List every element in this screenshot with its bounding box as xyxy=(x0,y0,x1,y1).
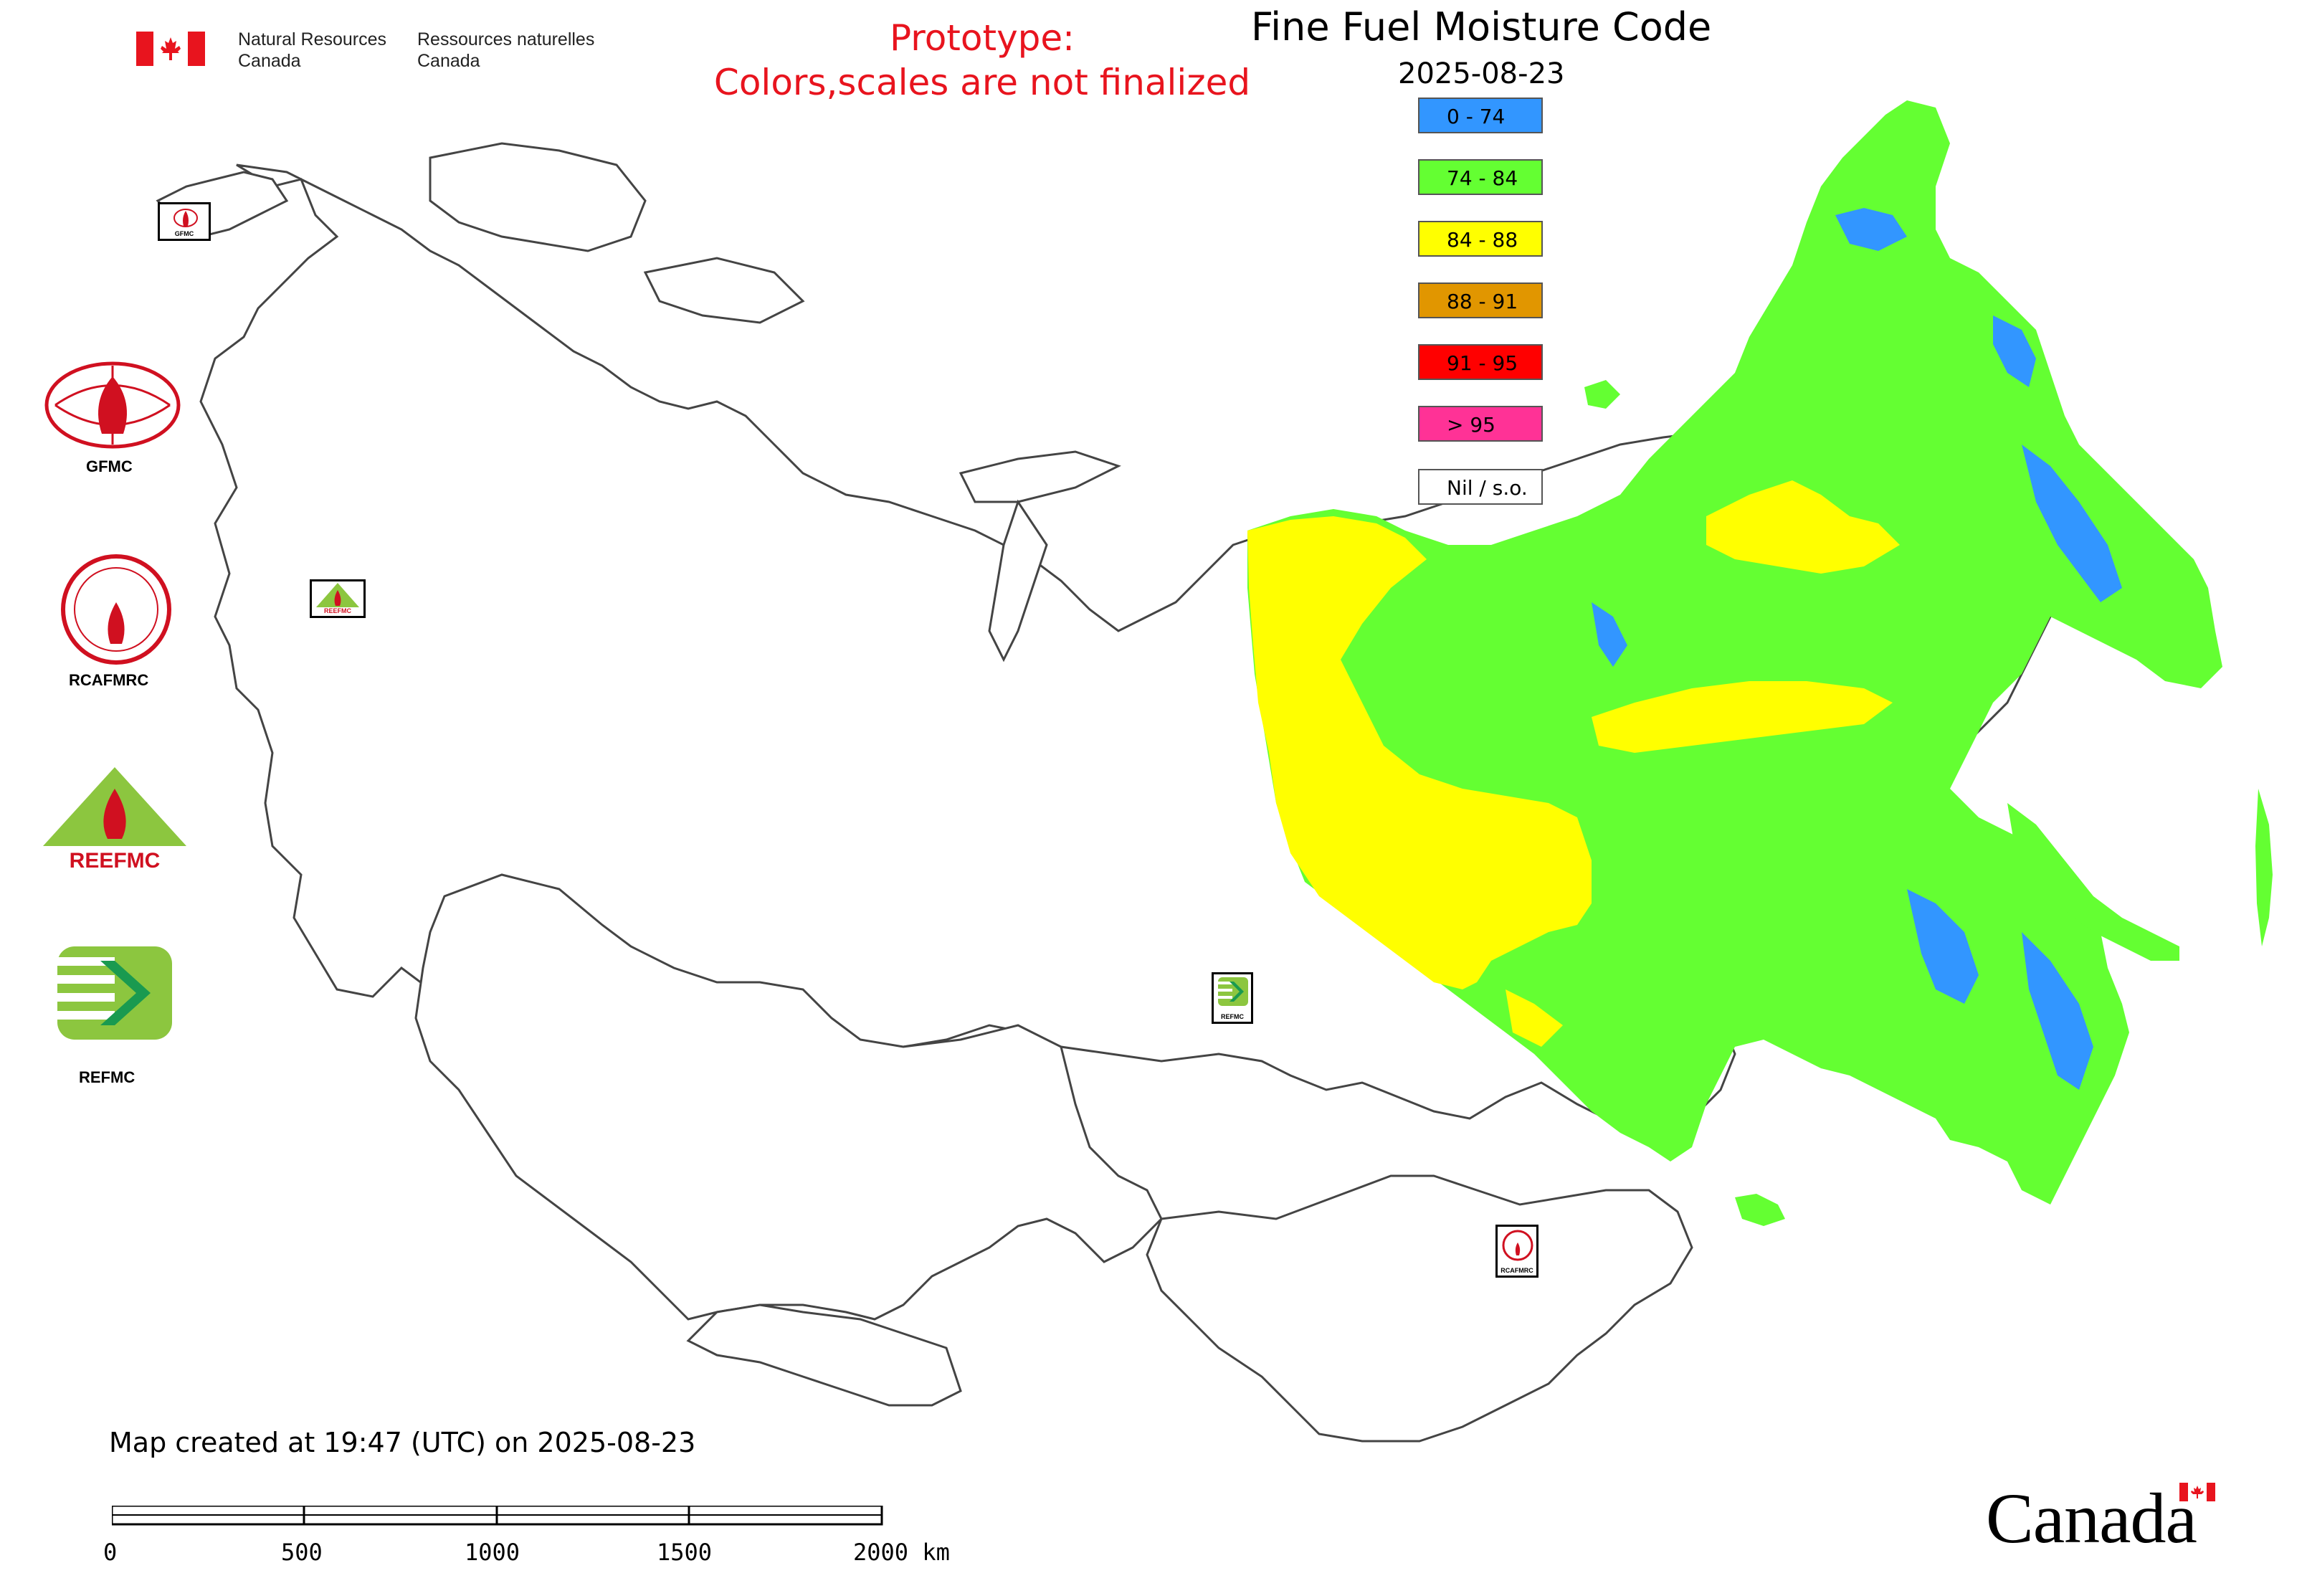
refmc-logo-icon xyxy=(57,946,172,1040)
agency-gfmc: GFMC xyxy=(37,358,188,480)
prototype-notice: Prototype: Colors,scales are not finaliz… xyxy=(674,16,1290,105)
scale-tick-0: 0 xyxy=(103,1539,118,1566)
scale-tick-1: 500 xyxy=(281,1539,323,1566)
agency-reefmc: REEFMC xyxy=(36,767,201,875)
canada-wordmark: Canada xyxy=(1986,1477,2244,1570)
rcafmrc-logo-icon xyxy=(61,554,171,665)
gfmc-logo-icon xyxy=(44,361,181,449)
legend-item-0: 0 - 74 xyxy=(1418,98,1543,133)
agency-rcafmrc-label: RCAFMRC xyxy=(69,671,149,689)
reefmc-logo-icon: REEFMC xyxy=(36,767,194,873)
map-date: 2025-08-23 xyxy=(1398,57,1565,90)
legend-label: 88 - 91 xyxy=(1447,290,1518,313)
legend-label: 84 - 88 xyxy=(1447,228,1518,252)
nrcan-en-line1: Natural Resources xyxy=(238,29,387,49)
canada-flag-icon xyxy=(136,32,205,66)
refmc-mini-icon xyxy=(1218,977,1248,1006)
legend-item-1: 74 - 84 xyxy=(1418,159,1543,195)
marker-gfmc-label: GFMC xyxy=(174,230,194,237)
agency-refmc-label: REFMC xyxy=(79,1068,135,1086)
rcafmrc-mini-icon xyxy=(1502,1230,1533,1261)
map-title: Fine Fuel Moisture Code xyxy=(1251,4,1712,49)
prototype-line1: Prototype: xyxy=(889,17,1075,59)
scale-tick-3: 1500 xyxy=(657,1539,713,1566)
agency-refmc: REFMC xyxy=(57,946,179,1090)
marker-reefmc-label: REEFMC xyxy=(324,607,351,614)
legend-label: 91 - 95 xyxy=(1447,351,1518,375)
nrcan-fr-line2: Canada xyxy=(417,51,480,71)
legend-label: > 95 xyxy=(1447,413,1495,437)
marker-rcafmrc[interactable]: RCAFMRC xyxy=(1495,1225,1538,1278)
legend-item-3: 88 - 91 xyxy=(1418,282,1543,318)
canada-wordmark-flag-icon xyxy=(2179,1483,2215,1501)
legend-item-4: 91 - 95 xyxy=(1418,344,1543,380)
legend-label: Nil / s.o. xyxy=(1447,476,1528,500)
scale-bar-graphic xyxy=(110,1504,883,1526)
canada-wordmark-text: Canada xyxy=(1986,1478,2197,1558)
legend-label: 74 - 84 xyxy=(1447,166,1518,190)
marker-reefmc[interactable]: REEFMC xyxy=(310,579,366,618)
marker-refmc[interactable]: REFMC xyxy=(1212,972,1253,1024)
nrcan-en-line2: Canada xyxy=(238,51,301,71)
scale-tick-2: 1000 xyxy=(465,1539,520,1566)
nrcan-signature: Natural Resources Canada Ressources natu… xyxy=(136,29,602,79)
nrcan-fr-line1: Ressources naturelles xyxy=(417,29,595,49)
agency-rcafmrc: RCAFMRC xyxy=(52,552,195,695)
legend-label: 0 - 74 xyxy=(1447,105,1506,128)
gfmc-mini-icon xyxy=(173,209,198,227)
scale-bar xyxy=(110,1504,886,1527)
marker-rcafmrc-label: RCAFMRC xyxy=(1500,1267,1533,1274)
agency-gfmc-label: GFMC xyxy=(86,457,133,475)
agency-reefmc-label: REEFMC xyxy=(70,849,161,873)
marker-gfmc[interactable]: GFMC xyxy=(158,202,211,241)
legend-item-2: 84 - 88 xyxy=(1418,221,1543,257)
marker-refmc-label: REFMC xyxy=(1221,1013,1244,1020)
prototype-line2: Colors,scales are not finalized xyxy=(713,62,1251,103)
scale-tick-4: 2000 km xyxy=(853,1539,950,1566)
legend-item-5: > 95 xyxy=(1418,406,1543,442)
ffmc-data-layer xyxy=(1247,100,2273,1226)
legend-item-6: Nil / s.o. xyxy=(1418,469,1543,505)
reefmc-mini-icon xyxy=(316,583,359,607)
map-created-text: Map created at 19:47 (UTC) on 2025-08-23 xyxy=(109,1427,696,1458)
